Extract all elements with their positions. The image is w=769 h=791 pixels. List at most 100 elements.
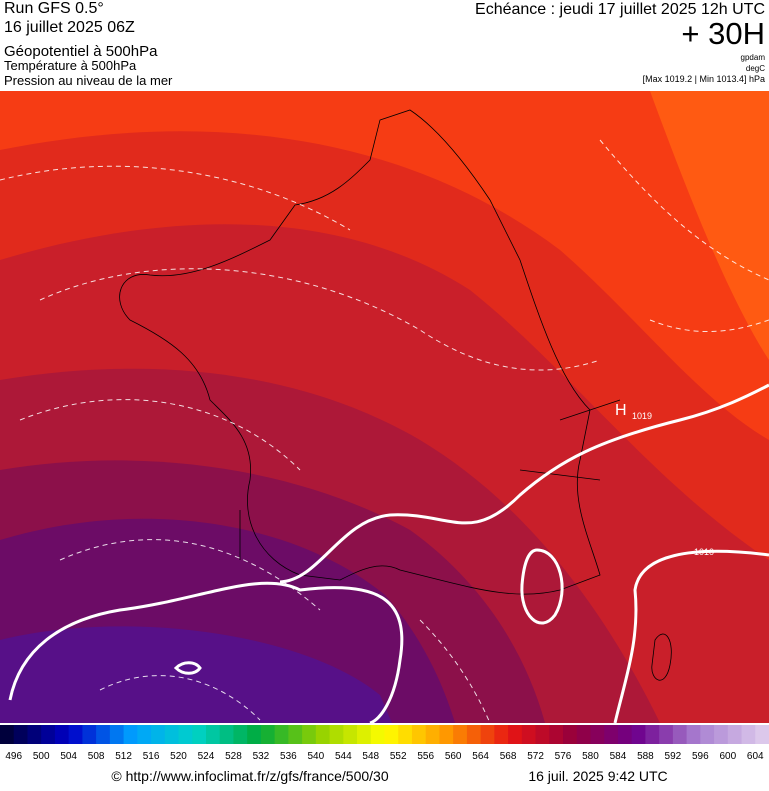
colorbar-swatch — [370, 725, 385, 744]
colorbar-swatch — [123, 725, 138, 744]
colorbar-swatch — [700, 725, 715, 744]
colorbar-swatch — [315, 725, 331, 744]
colorbar-swatch — [741, 725, 756, 744]
isobar-label: 1010 — [694, 547, 714, 557]
run-date: 16 juillet 2025 06Z — [4, 19, 135, 36]
colorbar-swatch — [494, 725, 509, 744]
field-label: Température à 500hPa — [4, 58, 137, 73]
colorbar-label: 600 — [719, 751, 736, 762]
colorbar-label: 580 — [582, 751, 599, 762]
colorbar-label: 604 — [747, 751, 764, 762]
field-label: Pression au niveau de la mer — [4, 73, 173, 88]
colorbar-label: 540 — [307, 751, 324, 762]
colorbar-swatch — [13, 725, 28, 744]
colorbar-swatch — [274, 725, 289, 744]
colorbar-swatch — [672, 725, 688, 744]
colorbar-swatch — [0, 725, 15, 744]
colorbar-swatch — [508, 725, 523, 744]
colorbar-swatch — [563, 725, 578, 744]
colorbar-swatch — [288, 725, 303, 744]
colorbar-swatch — [27, 725, 42, 744]
field-label: Géopotentiel à 500hPa — [4, 43, 158, 60]
colorbar-swatch — [68, 725, 83, 744]
source: © http://www.infoclimat.fr/z/gfs/france/… — [111, 768, 388, 784]
colorbar-swatch — [617, 725, 633, 744]
high-pressure-label: H — [615, 402, 627, 419]
colorbar-label: 508 — [88, 751, 105, 762]
colorbar-label: 572 — [527, 751, 544, 762]
colorbar-label: 548 — [362, 751, 379, 762]
colorbar-label: 588 — [637, 751, 654, 762]
colorbar-label: 568 — [500, 751, 517, 762]
unit: gpdam — [741, 53, 766, 62]
colorbar-label: 564 — [472, 751, 489, 762]
colorbar-swatch — [302, 725, 317, 744]
colorbar-swatch — [727, 725, 743, 744]
colorbar-label: 584 — [610, 751, 627, 762]
colorbar-label: 532 — [253, 751, 270, 762]
colorbar-label: 500 — [33, 751, 50, 762]
colorbar-swatch — [192, 725, 207, 744]
colorbar-swatch — [178, 725, 193, 744]
colorbar-swatch — [54, 725, 70, 744]
colorbar-swatch — [357, 725, 372, 744]
colorbar-swatch — [521, 725, 537, 744]
colorbar-swatch — [233, 725, 248, 744]
colorbar-swatch — [755, 725, 769, 744]
colorbar-label: 560 — [445, 751, 462, 762]
colorbar-swatch — [411, 725, 427, 744]
pressure-range: [Max 1019.2 | Min 1013.4] hPa — [643, 74, 765, 84]
colorbar-swatch — [219, 725, 234, 744]
colorbar-label: 504 — [60, 751, 77, 762]
colorbar-swatch — [686, 725, 701, 744]
colorbar-swatch — [41, 725, 56, 744]
unit: degC — [746, 64, 765, 73]
lead-time: + 30H — [681, 16, 765, 51]
colorbar-label: 520 — [170, 751, 187, 762]
colorbar-label: 524 — [198, 751, 215, 762]
colorbar-swatch — [714, 725, 729, 744]
colorbar-label: 552 — [390, 751, 407, 762]
colorbar-swatch — [109, 725, 125, 744]
timestamp: 16 juil. 2025 9:42 UTC — [528, 768, 667, 784]
colorbar-swatch — [590, 725, 605, 744]
colorbar-swatch — [453, 725, 468, 744]
run-title: Run GFS 0.5° — [4, 0, 104, 17]
colorbar-label: 556 — [417, 751, 434, 762]
colorbar-swatch — [260, 725, 276, 744]
colorbar-swatch — [604, 725, 619, 744]
colorbar-swatch — [535, 725, 550, 744]
colorbar-label: 512 — [115, 751, 132, 762]
high-pressure-value: 1019 — [632, 411, 652, 421]
colorbar-swatch — [151, 725, 166, 744]
colorbar-swatch — [659, 725, 674, 744]
colorbar-swatch — [343, 725, 358, 744]
colorbar-swatch — [631, 725, 646, 744]
colorbar-label: 576 — [555, 751, 572, 762]
colorbar: 496 500 504 508 512 516 520 524 528 532 536 540 544 5… — [0, 725, 769, 762]
colorbar-swatch — [137, 725, 152, 744]
colorbar-swatch — [205, 725, 221, 744]
colorbar-swatch — [480, 725, 495, 744]
colorbar-swatch — [164, 725, 180, 744]
colorbar-label: 528 — [225, 751, 242, 762]
colorbar-swatch — [576, 725, 591, 744]
colorbar-swatch — [425, 725, 440, 744]
colorbar-label: 516 — [143, 751, 160, 762]
colorbar-label: 596 — [692, 751, 709, 762]
map: H 1019 1010 — [0, 91, 769, 723]
valid-time: Echéance : jeudi 17 juillet 2025 12h UTC — [475, 1, 765, 18]
colorbar-swatch — [384, 725, 399, 744]
colorbar-swatch — [439, 725, 454, 744]
colorbar-swatch — [96, 725, 111, 744]
colorbar-label: 496 — [5, 751, 22, 762]
colorbar-swatch — [247, 725, 262, 744]
colorbar-label: 592 — [665, 751, 682, 762]
colorbar-swatch — [82, 725, 97, 744]
colorbar-swatch — [645, 725, 660, 744]
colorbar-swatch — [549, 725, 564, 744]
colorbar-swatch — [466, 725, 482, 744]
colorbar-swatch — [329, 725, 344, 744]
colorbar-swatch — [398, 725, 413, 744]
